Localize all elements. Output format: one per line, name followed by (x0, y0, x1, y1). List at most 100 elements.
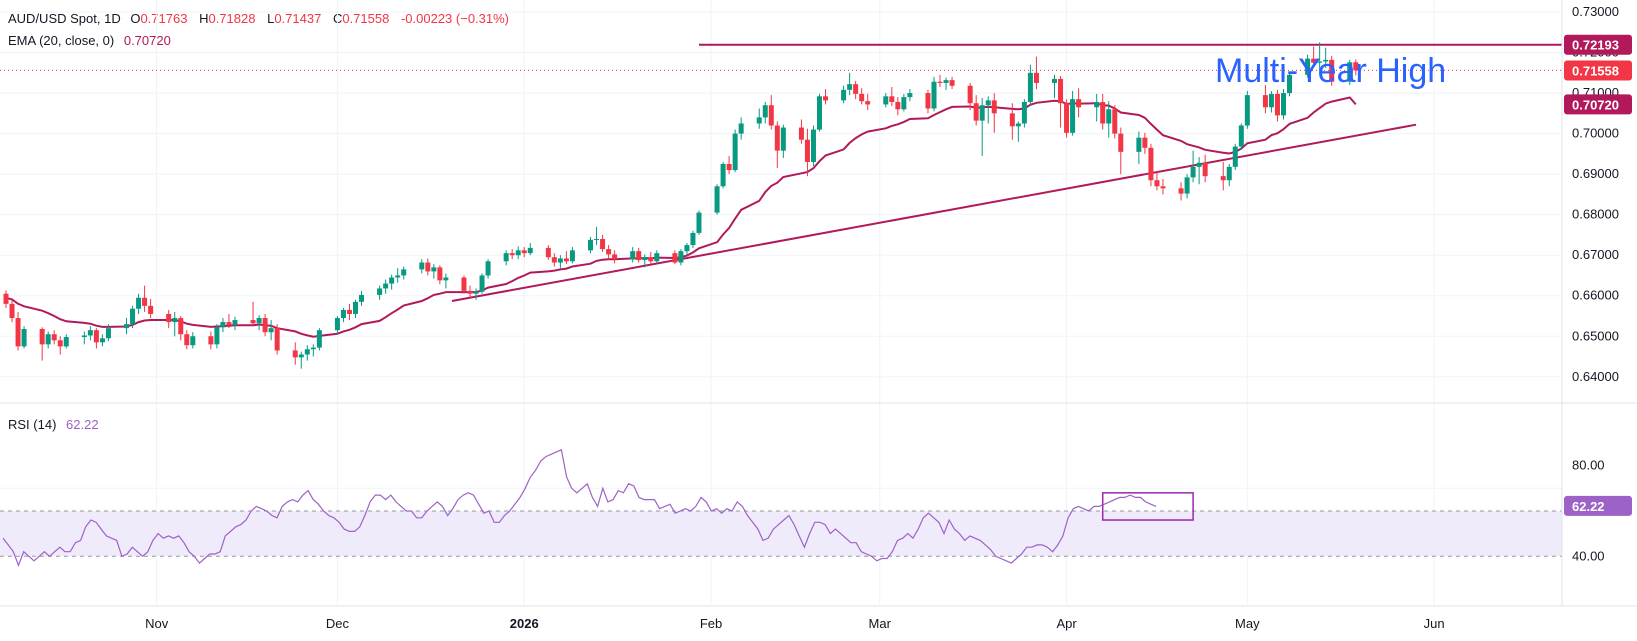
candle (973, 95, 979, 126)
candle-body (600, 238, 606, 250)
candle-body (1100, 102, 1106, 124)
candle-body (1106, 109, 1112, 124)
candle (21, 326, 27, 349)
candle-body (208, 336, 214, 345)
candle-body (654, 253, 660, 262)
candle (768, 95, 774, 130)
candle (1347, 59, 1353, 85)
candle (684, 243, 690, 256)
candle (274, 324, 280, 355)
candle (1015, 121, 1021, 142)
candle-body (437, 267, 443, 281)
candle (943, 77, 949, 90)
candle-body (1142, 137, 1148, 148)
candle (57, 336, 63, 355)
candle-body (973, 103, 979, 121)
candle (816, 93, 822, 132)
candle (937, 74, 943, 88)
candle (1064, 99, 1070, 138)
candle (774, 121, 780, 169)
candle-body (853, 84, 859, 94)
candle-body (606, 249, 612, 255)
symbol-label: AUD/USD Spot, 1D (8, 11, 121, 26)
candle-body (865, 101, 871, 105)
candle (690, 230, 696, 248)
ema-legend-value: 0.70720 (123, 33, 171, 48)
candle (648, 251, 654, 265)
candle-body (804, 139, 810, 162)
candle (551, 253, 557, 267)
candle (437, 265, 443, 285)
candle (895, 97, 901, 116)
candle (1154, 172, 1160, 191)
candle (1226, 164, 1232, 187)
candle (798, 119, 804, 144)
candle (594, 226, 600, 246)
rsi-band (0, 510, 1562, 557)
candle-body (130, 308, 136, 325)
candle (172, 311, 178, 337)
candle-body (1305, 58, 1311, 75)
candle-body (1027, 72, 1033, 103)
candle-body (1058, 78, 1064, 104)
candle (1160, 179, 1166, 195)
candle-body (527, 247, 533, 254)
candle-body (1311, 58, 1317, 63)
open-value: 0.71763 (140, 11, 188, 26)
candle-body (557, 258, 563, 263)
price-tick-label: 0.64000 (1572, 369, 1619, 384)
ema-legend: EMA (20, close, 0) 0.70720 (8, 33, 171, 48)
candle-body (1262, 95, 1268, 108)
candle (479, 273, 485, 294)
candle-body (545, 247, 551, 258)
candle-body (1287, 74, 1293, 94)
candle (810, 125, 816, 167)
price-tick-label: 0.67000 (1572, 247, 1619, 262)
candle-body (594, 238, 600, 240)
candle-body (521, 250, 527, 254)
candle (714, 184, 720, 215)
candle (419, 259, 425, 274)
candle-body (1274, 93, 1280, 116)
candle (1100, 93, 1106, 130)
candle (232, 316, 238, 331)
candle-body (45, 334, 51, 345)
candle-body (39, 328, 45, 345)
candle-body (383, 283, 389, 289)
candle-body (15, 318, 21, 347)
candle-body (1190, 166, 1196, 178)
candle (883, 93, 889, 108)
candle-body (895, 102, 901, 110)
candle-body (166, 313, 172, 323)
candle (431, 264, 437, 279)
candle (214, 324, 220, 349)
candle-body (630, 251, 636, 260)
candle (208, 331, 214, 350)
candle (262, 313, 268, 337)
price-pane (0, 42, 1562, 369)
candle (268, 320, 274, 341)
annotation-multi-year-high: Multi-Year High (1215, 52, 1446, 90)
candle-body (214, 327, 220, 345)
candle (1058, 76, 1064, 128)
candle (630, 247, 636, 263)
candle (485, 259, 491, 279)
price-tick-label: 0.69000 (1572, 166, 1619, 181)
price-tag-label: 0.72193 (1572, 38, 1619, 53)
candle-body (148, 305, 154, 314)
candle-body (780, 127, 786, 151)
candle (1076, 88, 1082, 118)
candle (1148, 143, 1154, 187)
candle-body (316, 330, 322, 348)
candle (190, 332, 196, 349)
candle-body (1070, 99, 1076, 133)
candle-body (1076, 99, 1082, 108)
candle-body (738, 123, 744, 134)
candle-body (726, 164, 732, 171)
candle-body (63, 337, 69, 347)
candle (780, 124, 786, 158)
price-tag-label: 0.71558 (1572, 63, 1619, 78)
candle (654, 250, 660, 264)
